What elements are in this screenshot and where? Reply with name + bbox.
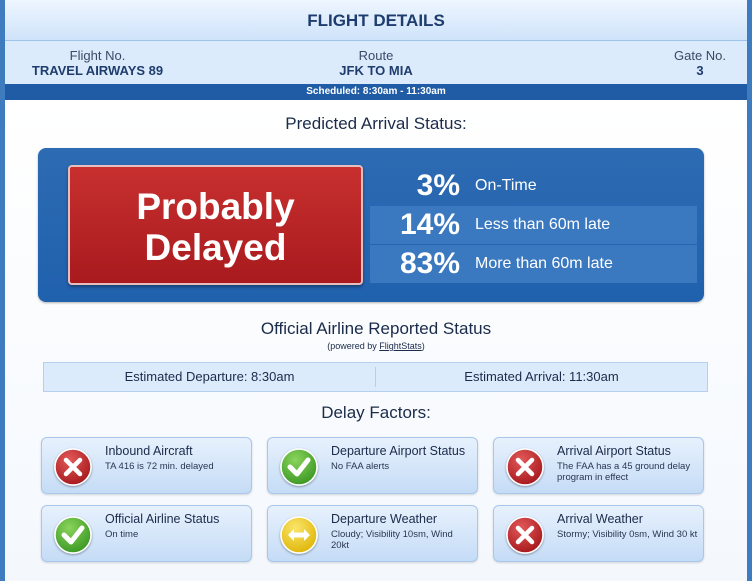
stat-label: On-Time bbox=[475, 177, 537, 194]
delay-factors-title: Delay Factors: bbox=[321, 403, 431, 422]
official-status-title: Official Airline Reported Status bbox=[260, 319, 492, 338]
flightstats-link[interactable]: FlightStats bbox=[379, 341, 422, 351]
factor-detail: Cloudy; Visibility 10sm, Wind 20kt bbox=[331, 529, 453, 551]
factor-departure-weather[interactable]: Departure Weather Cloudy; Visibility 10s… bbox=[267, 505, 478, 562]
stat-percent: 3% bbox=[416, 169, 460, 202]
factor-departure-airport[interactable]: Departure Airport Status No FAA alerts bbox=[267, 437, 478, 494]
stat-on-time: 3% On-Time bbox=[370, 167, 697, 205]
yellow-arrows-icon bbox=[280, 516, 318, 554]
green-check-icon bbox=[54, 516, 92, 554]
stat-label: Less than 60m late bbox=[475, 216, 611, 233]
estimated-departure: Estimated Departure: 8:30am bbox=[124, 369, 295, 384]
gate-value: 3 bbox=[696, 63, 704, 78]
route-value: JFK TO MIA bbox=[339, 63, 413, 78]
flight-number: Flight No. TRAVEL AIRWAYS 89 bbox=[25, 48, 170, 79]
factor-title: Inbound Aircraft bbox=[105, 444, 193, 458]
status-line-1: Probably bbox=[136, 186, 295, 227]
probably-delayed-badge: Probably Delayed bbox=[68, 165, 363, 285]
powered-suffix: ) bbox=[421, 341, 425, 351]
factor-title: Departure Airport Status bbox=[331, 444, 466, 458]
page-title: FLIGHT DETAILS bbox=[5, 0, 747, 41]
divider bbox=[375, 367, 376, 387]
factor-detail: On time bbox=[105, 529, 139, 540]
factor-arrival-weather[interactable]: Arrival Weather Stormy; Visibility 0sm, … bbox=[493, 505, 704, 562]
factor-arrival-airport[interactable]: Arrival Airport Status The FAA has a 45 … bbox=[493, 437, 704, 494]
factor-title: Official Airline Status bbox=[105, 512, 220, 526]
gate-label: Gate No. bbox=[673, 48, 727, 63]
gate-number: Gate No. 3 bbox=[665, 48, 735, 79]
stat-percent: 14% bbox=[399, 208, 460, 241]
estimated-times-bar: Estimated Departure: 8:30am Estimated Ar… bbox=[43, 362, 708, 392]
route: Route JFK TO MIA bbox=[301, 48, 451, 79]
powered-by: (powered by FlightStats) bbox=[5, 341, 747, 351]
flight-number-label: Flight No. bbox=[69, 48, 126, 63]
factor-inbound-aircraft[interactable]: Inbound Aircraft TA 416 is 72 min. delay… bbox=[41, 437, 252, 494]
stat-label: More than 60m late bbox=[475, 255, 613, 272]
factor-detail: No FAA alerts bbox=[331, 461, 390, 472]
factor-detail: TA 416 is 72 min. delayed bbox=[105, 461, 214, 472]
route-label: Route bbox=[358, 48, 394, 63]
red-x-icon bbox=[506, 516, 544, 554]
stat-less-60: 14% Less than 60m late bbox=[370, 206, 697, 244]
predicted-status-title: Predicted Arrival Status: bbox=[285, 114, 467, 133]
estimated-arrival: Estimated Arrival: 11:30am bbox=[464, 369, 619, 384]
factor-detail: The FAA has a 45 ground delay program in… bbox=[557, 461, 691, 483]
flight-info-bar: Flight No. TRAVEL AIRWAYS 89 Route JFK T… bbox=[5, 41, 747, 84]
factor-title: Departure Weather bbox=[331, 512, 438, 526]
red-x-icon bbox=[54, 448, 92, 486]
stat-more-60: 83% More than 60m late bbox=[370, 245, 697, 283]
flight-number-value: TRAVEL AIRWAYS 89 bbox=[31, 63, 164, 78]
factor-title: Arrival Weather bbox=[557, 512, 643, 526]
factor-detail: Stormy; Visibility 0sm, Wind 30 kt bbox=[557, 529, 698, 540]
scheduled-time: Scheduled: 8:30am - 11:30am bbox=[5, 84, 747, 100]
green-check-icon bbox=[280, 448, 318, 486]
factor-title: Arrival Airport Status bbox=[557, 444, 671, 458]
factor-official-airline[interactable]: Official Airline Status On time bbox=[41, 505, 252, 562]
stat-percent: 83% bbox=[399, 247, 460, 280]
powered-prefix: (powered by bbox=[327, 341, 380, 351]
red-x-icon bbox=[506, 448, 544, 486]
status-line-2: Delayed bbox=[144, 227, 287, 268]
